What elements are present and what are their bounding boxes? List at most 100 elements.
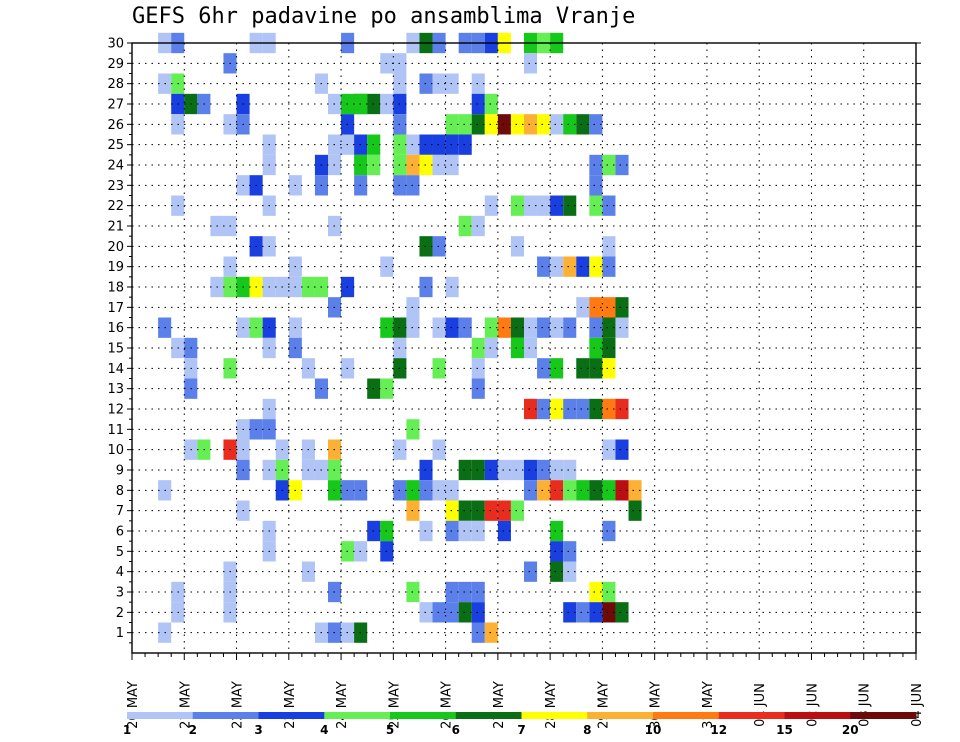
heatmap-cell	[550, 541, 564, 562]
heatmap-cell	[432, 236, 446, 257]
heatmap-cell	[615, 297, 629, 318]
heatmap-cell	[458, 500, 472, 521]
colorbar-label: 1	[123, 723, 131, 737]
colorbar-label: 4	[320, 723, 328, 737]
heatmap-cell	[628, 500, 642, 521]
colorbar-swatch	[521, 712, 588, 719]
colorbar-swatch	[127, 712, 194, 719]
colorbar-label: 6	[452, 723, 460, 737]
x-tick-label: 23 MAY	[283, 681, 298, 729]
heatmap-cell	[576, 114, 590, 135]
heatmap-cell	[458, 581, 472, 603]
grid-layer	[132, 42, 916, 653]
heatmap-cell	[615, 602, 629, 623]
y-tick-label: 9	[116, 464, 124, 479]
heatmap-cell	[563, 480, 577, 501]
y-tick-label: 20	[107, 240, 124, 255]
heatmap-cell	[576, 256, 590, 277]
heatmap-cell	[432, 439, 446, 460]
heatmap-cell	[432, 602, 446, 623]
heatmap-cell	[576, 297, 590, 318]
colorbar-swatch	[258, 712, 325, 719]
heatmap-cell	[510, 317, 524, 338]
heatmap-cell	[602, 297, 616, 318]
heatmap-cell	[471, 358, 485, 379]
heatmap-cell	[602, 520, 616, 542]
heatmap-cell	[445, 154, 459, 176]
chart-title: GEFS 6hr padavine po ansamblima Vranje	[132, 4, 636, 29]
y-tick-label: 26	[107, 118, 124, 133]
heatmap-cell	[602, 236, 616, 257]
heatmap-cell	[524, 53, 538, 74]
heatmap-cell	[550, 317, 564, 338]
heatmap-cell	[524, 398, 538, 420]
heatmap-cell	[524, 317, 538, 338]
heatmap-cell	[497, 520, 511, 542]
y-tick-label: 10	[107, 443, 124, 458]
heatmap-cell	[615, 439, 629, 460]
heatmap-cell	[524, 195, 538, 216]
heatmap-cell	[419, 276, 433, 298]
heatmap-cell	[471, 337, 485, 359]
heatmap-cell	[419, 459, 433, 481]
heatmap-cell	[445, 520, 459, 542]
heatmap-cell	[537, 317, 551, 338]
colorbar-swatch	[587, 712, 654, 719]
heatmap-cell	[524, 337, 538, 359]
y-tick-label: 2	[116, 606, 124, 621]
y-tick-label: 5	[116, 545, 124, 560]
heatmap-cell	[419, 154, 433, 176]
heatmap-cell	[602, 337, 616, 359]
heatmap-cell	[419, 480, 433, 501]
y-tick-label: 8	[116, 484, 124, 499]
heatmap-cell	[471, 520, 485, 542]
y-tick-label: 15	[107, 342, 124, 357]
colorbar-swatch	[324, 712, 391, 719]
heatmap-cell	[589, 398, 603, 420]
heatmap-cell	[563, 317, 577, 338]
heatmap-cell	[602, 358, 616, 379]
heatmap-cell	[589, 114, 603, 135]
heatmap-cell	[550, 520, 564, 542]
heatmap-cell	[510, 195, 524, 216]
heatmap-cell	[537, 114, 551, 135]
colorbar-swatch	[455, 712, 522, 719]
heatmap-cell	[589, 581, 603, 603]
colorbar-label: 5	[386, 723, 394, 737]
heatmap-cell	[484, 317, 498, 338]
heatmap-cell	[589, 256, 603, 277]
x-tick-label: 01 JUN	[753, 683, 768, 727]
heatmap-cell	[602, 439, 616, 460]
colorbar-label: 2	[189, 723, 197, 737]
heatmap-cell	[458, 114, 472, 135]
y-tick-label: 27	[107, 98, 124, 113]
x-tick-label: 24 MAY	[335, 681, 350, 729]
heatmap-cell	[432, 73, 446, 94]
heatmap-cell	[563, 256, 577, 277]
heatmap-cell	[484, 195, 498, 216]
heatmap-cell	[615, 480, 629, 501]
colorbar-label: 10	[645, 723, 662, 737]
heatmap-cell	[602, 581, 616, 603]
x-tick-label: 28 MAY	[544, 681, 559, 729]
x-tick-label: 26 MAY	[440, 681, 455, 729]
heatmap-cell	[537, 398, 551, 420]
heatmap-cell	[550, 256, 564, 277]
heatmap-cell	[445, 480, 459, 501]
heatmap-cell	[484, 622, 498, 643]
heatmap-cell	[419, 134, 433, 155]
cells-layer	[158, 32, 642, 643]
heatmap-cell	[537, 256, 551, 277]
y-tick-label: 16	[107, 321, 124, 336]
heatmap-cell	[458, 134, 472, 155]
heatmap-cell	[537, 358, 551, 379]
heatmap-cell	[537, 480, 551, 501]
heatmap-cell	[576, 602, 590, 623]
y-tick-label: 24	[107, 159, 124, 174]
x-tick-label: 25 MAY	[387, 681, 402, 729]
heatmap-cell	[563, 114, 577, 135]
y-axis: 1234567891011121314151617181920212223242…	[107, 37, 921, 644]
heatmap-cell	[458, 215, 472, 237]
heatmap-cell	[589, 195, 603, 216]
heatmap-cell	[484, 114, 498, 135]
